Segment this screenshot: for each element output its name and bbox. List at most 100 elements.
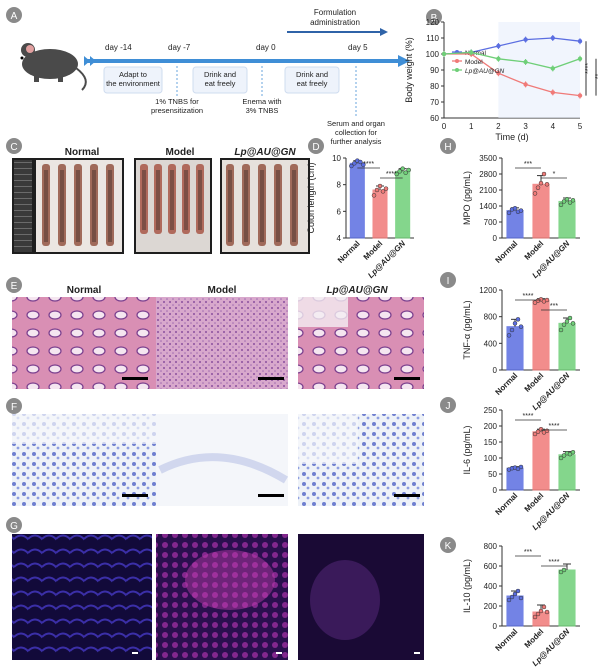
- day-label: day 0: [256, 43, 276, 52]
- data-point: [518, 208, 524, 213]
- significance-label: ****: [549, 423, 560, 430]
- panel-e: E Normal Model Lp@AU@GN: [6, 277, 424, 389]
- data-point: [506, 333, 512, 338]
- bar: [532, 300, 550, 371]
- formulation-label: Formulation administration: [310, 8, 360, 27]
- y-tick-label: 110: [426, 34, 439, 43]
- bar: [349, 162, 365, 239]
- significance-label: ****: [549, 559, 560, 566]
- day-label: day -7: [168, 43, 191, 52]
- x-tick-label: Normal: [494, 627, 520, 653]
- panel-e-title-normal: Normal: [67, 285, 102, 296]
- y-tick-label: 400: [484, 339, 498, 348]
- y-tick-label: 250: [484, 406, 498, 415]
- y-tick-label: 120: [426, 18, 440, 27]
- y-tick-label: 100: [426, 50, 440, 59]
- data-point: [512, 321, 518, 326]
- panel-letter-j: [440, 397, 456, 413]
- data-point: [577, 93, 583, 98]
- y-tick-label: 800: [484, 542, 498, 551]
- data-point: [564, 196, 570, 202]
- y-tick-label: 90: [430, 66, 439, 75]
- data-point: [397, 169, 402, 174]
- panel-k-label: K: [445, 541, 452, 552]
- x-tick-label: 5: [578, 122, 583, 131]
- note-text: Enema with 3% TNBS: [242, 97, 281, 115]
- data-point: [570, 198, 576, 203]
- data-point: [400, 166, 405, 171]
- data-point: [469, 50, 474, 55]
- data-point: [523, 37, 528, 42]
- scale-bar: [394, 377, 420, 380]
- y-axis-label: IL-6 (pg/mL): [462, 425, 472, 474]
- data-point: [570, 321, 576, 326]
- scale-bar: [258, 494, 284, 497]
- panel-a-label: A: [11, 11, 18, 22]
- series-line: [444, 53, 581, 97]
- data-point: [561, 567, 567, 573]
- data-point: [512, 591, 518, 597]
- significance-label: ****: [363, 161, 374, 168]
- panel-d-label: D: [312, 142, 319, 153]
- y-tick-label: 80: [430, 82, 439, 91]
- panel-e-title-treated: Lp@AU@GN: [326, 285, 388, 296]
- data-point: [361, 162, 366, 167]
- phase-box: [284, 66, 340, 94]
- significance-label: ****: [523, 413, 534, 420]
- y-tick-label: 2800: [479, 170, 497, 179]
- bar: [558, 569, 576, 627]
- x-tick-label: 2: [496, 122, 501, 131]
- data-point: [403, 170, 408, 175]
- data-point: [358, 159, 363, 165]
- data-point: [515, 588, 521, 594]
- panel-c-title-treated: Lp@AU@GN: [234, 147, 296, 158]
- data-point: [406, 167, 411, 173]
- data-point: [558, 455, 564, 461]
- data-point: [564, 319, 570, 324]
- y-tick-label: 0: [493, 234, 498, 243]
- panel-e-label: E: [11, 281, 18, 292]
- data-point: [518, 464, 524, 470]
- data-point: [541, 604, 547, 610]
- significance-label: ****: [523, 293, 534, 300]
- scale-bar: [122, 377, 148, 380]
- x-axis-label: Time (d): [495, 132, 528, 142]
- significance-label: *: [553, 171, 556, 178]
- x-tick-label: 4: [551, 122, 556, 131]
- scale-bar: [394, 494, 420, 497]
- panel-letter-i: [440, 272, 456, 288]
- panel-letter-d: [308, 138, 324, 154]
- data-point: [538, 180, 544, 186]
- he-image-model: [156, 297, 288, 389]
- y-tick-label: 0: [493, 622, 498, 631]
- data-point: [506, 210, 512, 216]
- panel-a: A Formulation administration day -14 day …: [6, 7, 410, 146]
- y-tick-label: 6: [337, 207, 342, 216]
- y-tick-label: 150: [484, 438, 498, 447]
- data-point: [532, 431, 538, 437]
- data-point: [383, 186, 389, 191]
- data-point: [512, 206, 518, 211]
- legend-item: Lp@AU@GN: [465, 68, 505, 75]
- panel-f-label: F: [11, 402, 17, 413]
- panel-c-title-model: Model: [166, 147, 195, 158]
- panel-i-label: I: [447, 276, 450, 287]
- y-tick-label: 400: [484, 582, 498, 591]
- data-point: [515, 317, 521, 322]
- data-point: [374, 187, 380, 193]
- data-point: [496, 71, 501, 76]
- data-point: [541, 171, 547, 177]
- y-axis-label: TNF-α (pg/mL): [462, 300, 472, 359]
- data-point: [509, 327, 515, 333]
- x-tick-label: 1: [469, 122, 474, 131]
- data-point: [570, 449, 576, 455]
- x-tick-label: Normal: [494, 239, 520, 265]
- bar: [532, 431, 550, 491]
- y-axis-label: Colon length (cm): [306, 162, 316, 233]
- data-point: [535, 611, 541, 617]
- mouse-icon: [20, 43, 87, 91]
- panel-letter-b: [426, 9, 442, 25]
- panel-c-title-normal: Normal: [65, 147, 100, 158]
- y-tick-label: 8: [337, 181, 342, 190]
- y-tick-label: 3500: [479, 154, 497, 163]
